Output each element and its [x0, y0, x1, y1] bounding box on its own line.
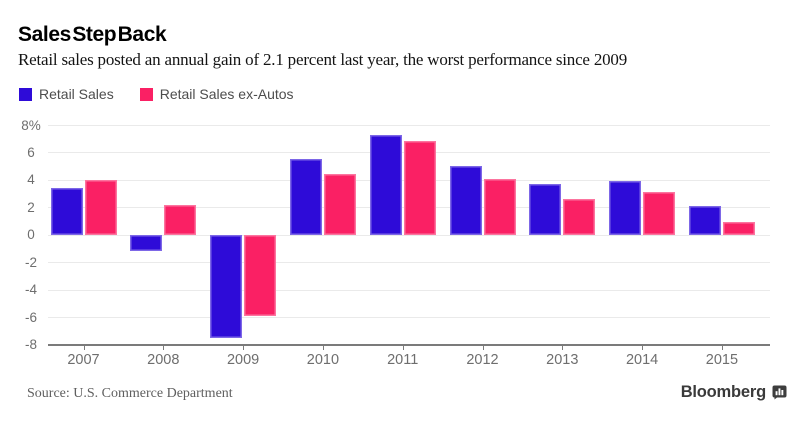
bar-retail-sales-2009: [210, 234, 243, 338]
brand-logo: Bloomberg: [681, 383, 787, 402]
x-axis-label-2015: 2015: [705, 351, 739, 368]
bar-retail-sales-2011: [369, 134, 402, 235]
x-axis-label-2009: 2009: [226, 351, 260, 368]
bloomberg-terminal-icon: [772, 385, 787, 400]
bar-retail-sales-2015: [688, 205, 721, 235]
x-axis-tick: [642, 345, 644, 350]
y-axis-tick-label: 4: [27, 172, 35, 188]
chart-title: Sales Step Back: [18, 23, 167, 46]
legend-item-1: Retail Sales: [19, 86, 114, 102]
x-axis-label-2012: 2012: [466, 351, 499, 368]
x-axis-tick: [721, 345, 723, 350]
y-axis-tick-label: -2: [24, 254, 37, 270]
bar-retail-sales-ex-autos-2011: [403, 141, 436, 235]
gridline-y0: [48, 234, 770, 236]
x-axis-tick: [243, 345, 245, 350]
legend-swatch-icon: [19, 87, 32, 101]
y-axis-tick-label: 6: [27, 144, 35, 160]
bar-retail-sales-ex-autos-2008: [164, 204, 197, 235]
bar-retail-sales-ex-autos-2007: [84, 179, 117, 235]
legend-label: Retail Sales: [39, 86, 114, 102]
x-axis-tick: [562, 345, 564, 350]
legend-label: Retail Sales ex-Autos: [159, 86, 294, 102]
bar-retail-sales-ex-autos-2015: [722, 222, 755, 235]
gridline-y-6: [48, 317, 770, 319]
x-axis-label-2007: 2007: [67, 351, 100, 368]
x-axis-tick: [402, 345, 404, 350]
source-note: Source: U.S. Commerce Department: [27, 386, 233, 401]
bar-retail-sales-2007: [50, 188, 83, 235]
brand-wordmark: Bloomberg: [680, 383, 766, 401]
x-axis-label-2010: 2010: [306, 351, 340, 368]
y-axis-tick-label: -6: [24, 309, 37, 325]
x-axis-label-2008: 2008: [147, 351, 180, 368]
x-axis-tick: [482, 345, 484, 350]
x-axis-label-2014: 2014: [625, 351, 659, 368]
y-axis-tick-label: 0: [27, 227, 35, 243]
y-axis-tick-label: -4: [24, 282, 37, 298]
bar-retail-sales-ex-autos-2009: [244, 234, 277, 316]
x-axis-line: [48, 343, 770, 346]
bar-retail-sales-2008: [130, 234, 163, 252]
bar-retail-sales-ex-autos-2012: [483, 178, 516, 235]
gridline-y-2: [48, 262, 770, 264]
x-axis-tick: [322, 345, 324, 350]
bar-retail-sales-2012: [449, 166, 482, 235]
x-axis-tick: [83, 345, 85, 350]
gridline-y-4: [48, 289, 770, 291]
legend-item-2: Retail Sales ex-Autos: [139, 86, 294, 102]
bar-retail-sales-ex-autos-2010: [323, 174, 356, 235]
bar-retail-sales-ex-autos-2013: [563, 199, 596, 235]
bar-retail-sales-2014: [609, 181, 642, 235]
y-axis-tick-label: -8: [24, 337, 37, 352]
y-axis-tick-label: 8%: [21, 117, 41, 133]
legend-swatch-icon: [139, 87, 153, 101]
x-axis-label-2013: 2013: [546, 351, 579, 368]
bar-retail-sales-2013: [529, 183, 562, 235]
gridline-y8: [48, 125, 770, 126]
chart-subtitle: Retail sales posted an annual gain of 2.…: [18, 50, 628, 69]
bar-retail-sales-2010: [289, 159, 322, 235]
legend: Retail Sales Retail Sales ex-Autos: [19, 86, 294, 102]
x-axis-label-2011: 2011: [387, 351, 419, 368]
bar-retail-sales-ex-autos-2014: [643, 192, 676, 235]
y-axis-tick-label: 2: [27, 199, 35, 215]
plot-area: [48, 125, 770, 350]
x-axis-tick: [163, 345, 165, 350]
